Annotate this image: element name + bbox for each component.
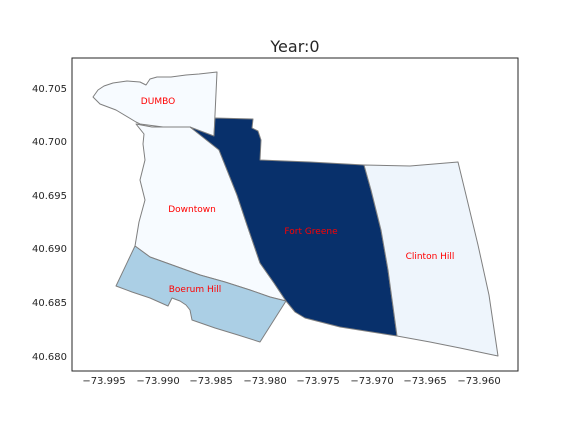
label-downtown: Downtown: [168, 205, 216, 215]
x-tick-label: −73.970: [350, 376, 393, 387]
map-title: Year:0: [269, 37, 319, 56]
x-tick-label: −73.985: [189, 376, 232, 387]
y-tick-label: 40.690: [32, 244, 67, 255]
y-tick-label: 40.685: [32, 298, 67, 309]
region-clinton-hill[interactable]: [363, 161, 499, 357]
label-clinton-hill: Clinton Hill: [406, 252, 455, 262]
x-tick-label: −73.990: [136, 376, 179, 387]
region-boerum-hill[interactable]: [115, 245, 287, 343]
label-boerum-hill: Boerum Hill: [169, 285, 222, 295]
x-tick-label: −73.965: [403, 376, 446, 387]
map-regions: [92, 71, 499, 357]
x-tick-label: −73.995: [82, 376, 125, 387]
x-tick-label: −73.980: [243, 376, 286, 387]
y-tick-label: 40.705: [32, 84, 67, 95]
y-axis-ticks: 40.705 40.700 40.695 40.690 40.685 40.68…: [32, 84, 67, 363]
y-tick-label: 40.680: [32, 352, 67, 363]
x-axis-ticks: −73.995 −73.990 −73.985 −73.980 −73.975 …: [82, 376, 500, 387]
y-tick-label: 40.700: [32, 137, 67, 148]
region-dumbo[interactable]: [92, 71, 218, 137]
x-tick-label: −73.960: [457, 376, 500, 387]
x-tick-label: −73.975: [296, 376, 339, 387]
region-labels: DUMBO Downtown Fort Greene Clinton Hill …: [141, 97, 455, 295]
label-fort-greene: Fort Greene: [284, 227, 338, 237]
y-tick-label: 40.695: [32, 191, 67, 202]
label-dumbo: DUMBO: [141, 97, 175, 107]
